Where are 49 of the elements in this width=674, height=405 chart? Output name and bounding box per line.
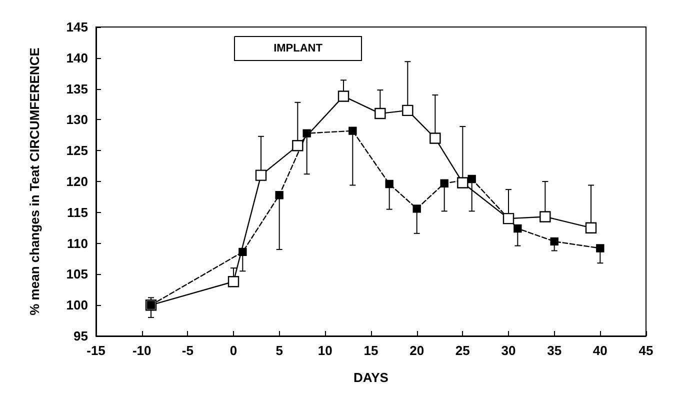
y-tick-label: 135 xyxy=(66,81,88,96)
x-tick-label: 25 xyxy=(455,343,470,358)
y-tick-label: 125 xyxy=(66,143,88,158)
y-tick-label: 120 xyxy=(66,174,88,189)
y-tick-label: 140 xyxy=(66,50,88,66)
x-tick-label: 0 xyxy=(230,343,238,358)
point xyxy=(228,276,240,288)
x-tick-label: -15 xyxy=(86,343,106,358)
point xyxy=(255,170,267,181)
point xyxy=(585,222,597,234)
y-tick-label: 100 xyxy=(66,298,88,313)
y-tick-label: 95 xyxy=(74,328,88,344)
point xyxy=(275,190,284,200)
point xyxy=(338,90,350,102)
point xyxy=(514,224,522,233)
point xyxy=(302,129,311,138)
point xyxy=(385,180,394,188)
x-tick-label: -10 xyxy=(132,343,152,358)
x-tick-label: 40 xyxy=(592,343,608,358)
point xyxy=(402,104,414,116)
point xyxy=(440,179,448,188)
point xyxy=(374,108,386,120)
x-tick-label: 5 xyxy=(276,343,283,358)
y-axis-title: % mean changes in Teat CIRCUMFERENCE xyxy=(27,47,42,316)
y-tick-label: 105 xyxy=(66,266,88,282)
point xyxy=(348,126,357,135)
y-tick-label: 145 xyxy=(66,20,88,34)
point xyxy=(238,248,247,256)
x-tick-label: 35 xyxy=(547,343,562,358)
y-tick-label: 115 xyxy=(67,204,88,220)
x-tick-label: 15 xyxy=(364,343,378,358)
y-tick-label: 110 xyxy=(67,236,88,251)
x-axis-title: DAYS xyxy=(354,370,389,385)
point xyxy=(457,177,468,188)
point xyxy=(550,237,558,246)
x-tick-label: -5 xyxy=(182,343,194,358)
point xyxy=(468,174,476,184)
x-tick-label: 10 xyxy=(318,343,332,358)
point xyxy=(430,132,441,144)
y-tick-label: 130 xyxy=(66,112,88,128)
point xyxy=(292,140,304,152)
x-tick-label: 20 xyxy=(410,343,424,358)
annotation: IMPLANT xyxy=(274,42,323,54)
point xyxy=(596,244,604,252)
x-tick-label: 30 xyxy=(501,343,516,358)
point xyxy=(540,211,551,222)
x-tick-label: 45 xyxy=(638,343,654,358)
point xyxy=(502,212,514,224)
point xyxy=(412,204,421,213)
